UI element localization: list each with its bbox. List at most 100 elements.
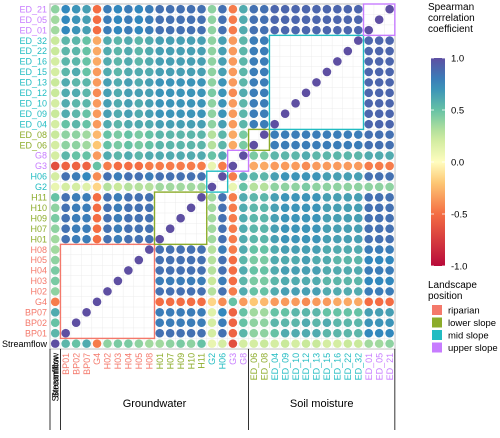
corr-dot-ED_06-H11 xyxy=(197,140,206,150)
corr-dot-ED_13-ED_08 xyxy=(259,78,269,87)
y-label-H03: H03 xyxy=(30,276,47,286)
corr-dot-G2-Streamflow xyxy=(50,182,60,192)
corr-dot-ED_12-BP01 xyxy=(61,88,70,98)
corr-dot-H07-ED_32 xyxy=(353,224,363,233)
corr-dot-H10-ED_04 xyxy=(270,203,279,213)
x-label-ED_13: ED_13 xyxy=(312,353,322,381)
corr-dot-Streamflow-ED_15 xyxy=(322,339,332,348)
corr-dot-H10-ED_01 xyxy=(364,203,374,213)
corr-dot-BP07-BP07 xyxy=(82,307,91,317)
x-axis-labels: Streamflow BP01 BP02 BP07 G4 H02 H03 H04 H05 H08 H… xyxy=(50,352,394,398)
corr-dot-ED_16-Streamflow xyxy=(50,57,60,66)
corr-dot-ED_16-H05 xyxy=(134,57,144,66)
corr-dot-ED_21-H10 xyxy=(186,4,196,14)
corr-dot-G3-H03 xyxy=(113,161,123,171)
corr-dot-ED_22-H09 xyxy=(176,46,185,56)
corr-dot-ED_16-ED_01 xyxy=(364,57,374,66)
corr-dot-G2-H07 xyxy=(165,182,175,192)
corr-dot-ED_12-G3 xyxy=(228,88,238,98)
corr-dot-ED_06-ED_05 xyxy=(374,140,384,150)
corr-dot-H11-BP01 xyxy=(61,193,70,202)
corr-dot-H11-G8 xyxy=(239,193,248,202)
corr-dot-ED_15-BP07 xyxy=(82,67,91,77)
corr-dot-G2-ED_21 xyxy=(385,182,394,192)
y-label-ED_16: ED_16 xyxy=(19,57,47,67)
corr-dot-ED_06-H01 xyxy=(155,140,165,150)
color-tick-label: 0.5 xyxy=(451,106,464,117)
corr-dot-H11-H02 xyxy=(103,193,112,202)
corr-dot-ED_06-ED_32 xyxy=(353,140,363,150)
corr-dot-ED_22-BP07 xyxy=(82,46,91,56)
corr-dot-H09-H04 xyxy=(124,213,133,223)
corr-dot-G4-ED_09 xyxy=(280,297,290,307)
corr-dot-H07-ED_12 xyxy=(301,224,311,233)
corr-dot-ED_15-ED_05 xyxy=(374,67,384,77)
corr-dot-ED_01-H01 xyxy=(155,25,165,35)
color-tick-label: -0.5 xyxy=(451,210,467,221)
corr-dot-G8-BP01 xyxy=(61,151,70,160)
category-label-streamflow: Streamflow xyxy=(51,356,61,402)
corr-dot-ED_06-ED_16 xyxy=(333,140,342,150)
corr-dot-ED_05-ED_09 xyxy=(280,15,290,24)
x-label-ED_21: ED_21 xyxy=(385,353,395,381)
corr-dot-H09-G4 xyxy=(92,213,102,223)
corr-dot-ED_12-ED_06 xyxy=(249,88,259,98)
corr-dot-H09-ED_15 xyxy=(322,213,332,223)
corr-dot-ED_01-ED_09 xyxy=(280,25,290,35)
corr-dot-ED_32-BP02 xyxy=(71,36,81,45)
corr-dot-G4-ED_12 xyxy=(301,297,311,307)
corr-dot-H05-ED_12 xyxy=(301,255,311,265)
corr-dot-ED_01-H05 xyxy=(134,25,144,35)
x-label-ED_05: ED_05 xyxy=(374,353,384,381)
corr-dot-ED_04-H04 xyxy=(124,119,133,129)
corr-dot-G2-H04 xyxy=(124,182,133,192)
color-legend-title: Spearman xyxy=(428,2,474,13)
corr-dot-ED_32-H11 xyxy=(197,36,206,45)
corr-dot-H08-ED_05 xyxy=(374,245,384,254)
corr-dot-ED_08-G4 xyxy=(92,130,102,139)
corr-dot-ED_06-ED_15 xyxy=(322,140,332,150)
corr-dot-H03-H01 xyxy=(155,276,165,286)
corr-dot-G8-H01 xyxy=(155,151,165,160)
corr-dot-H05-ED_16 xyxy=(333,255,342,265)
y-label-G2: G2 xyxy=(35,182,47,192)
corr-dot-H10-ED_32 xyxy=(353,203,363,213)
corr-dot-H11-ED_01 xyxy=(364,193,374,202)
corr-dot-H11-ED_08 xyxy=(259,193,269,202)
corr-dot-ED_22-ED_01 xyxy=(364,46,374,56)
corr-dot-H06-H06 xyxy=(218,172,227,181)
corr-dot-H10-H10 xyxy=(186,203,196,213)
corr-dot-ED_06-ED_01 xyxy=(364,140,374,150)
corr-dot-H06-ED_16 xyxy=(333,172,342,181)
corr-dot-BP01-ED_06 xyxy=(249,328,259,338)
corr-dot-H09-BP02 xyxy=(71,213,81,223)
corr-dot-ED_06-BP01 xyxy=(61,140,70,150)
corr-dot-ED_12-H04 xyxy=(124,88,133,98)
corr-dot-H06-ED_21 xyxy=(385,172,394,181)
corr-dot-H07-ED_10 xyxy=(291,224,300,233)
corr-dot-ED_08-G2 xyxy=(207,130,217,139)
corr-dot-BP02-BP02 xyxy=(71,318,81,328)
corr-dot-ED_04-G4 xyxy=(92,119,102,129)
corr-dot-H03-ED_15 xyxy=(322,276,332,286)
corr-dot-H05-ED_08 xyxy=(259,255,269,265)
corr-dot-ED_10-ED_01 xyxy=(364,98,374,108)
corr-dot-G8-G4 xyxy=(92,151,102,160)
y-label-H11: H11 xyxy=(31,193,47,203)
corr-dot-G2-G4 xyxy=(92,182,102,192)
corr-dot-ED_15-BP01 xyxy=(61,67,70,77)
corr-dot-H03-G3 xyxy=(228,276,238,286)
corr-dot-ED_15-H03 xyxy=(113,67,123,77)
corr-dot-H07-ED_04 xyxy=(270,224,279,233)
corr-dot-ED_06-H07 xyxy=(165,140,175,150)
corr-dot-ED_01-H04 xyxy=(124,25,133,35)
corr-dot-ED_04-BP07 xyxy=(82,119,91,129)
corr-dot-G8-H10 xyxy=(186,151,196,160)
y-label-ED_05: ED_05 xyxy=(19,15,47,25)
corr-dot-ED_01-H11 xyxy=(197,25,206,35)
corr-dot-Streamflow-Streamflow xyxy=(50,339,60,348)
corr-dot-ED_21-H06 xyxy=(218,4,227,14)
corr-dot-ED_21-H11 xyxy=(197,4,206,14)
corr-dot-ED_13-BP02 xyxy=(71,78,81,87)
corr-dot-H06-H04 xyxy=(124,172,133,181)
